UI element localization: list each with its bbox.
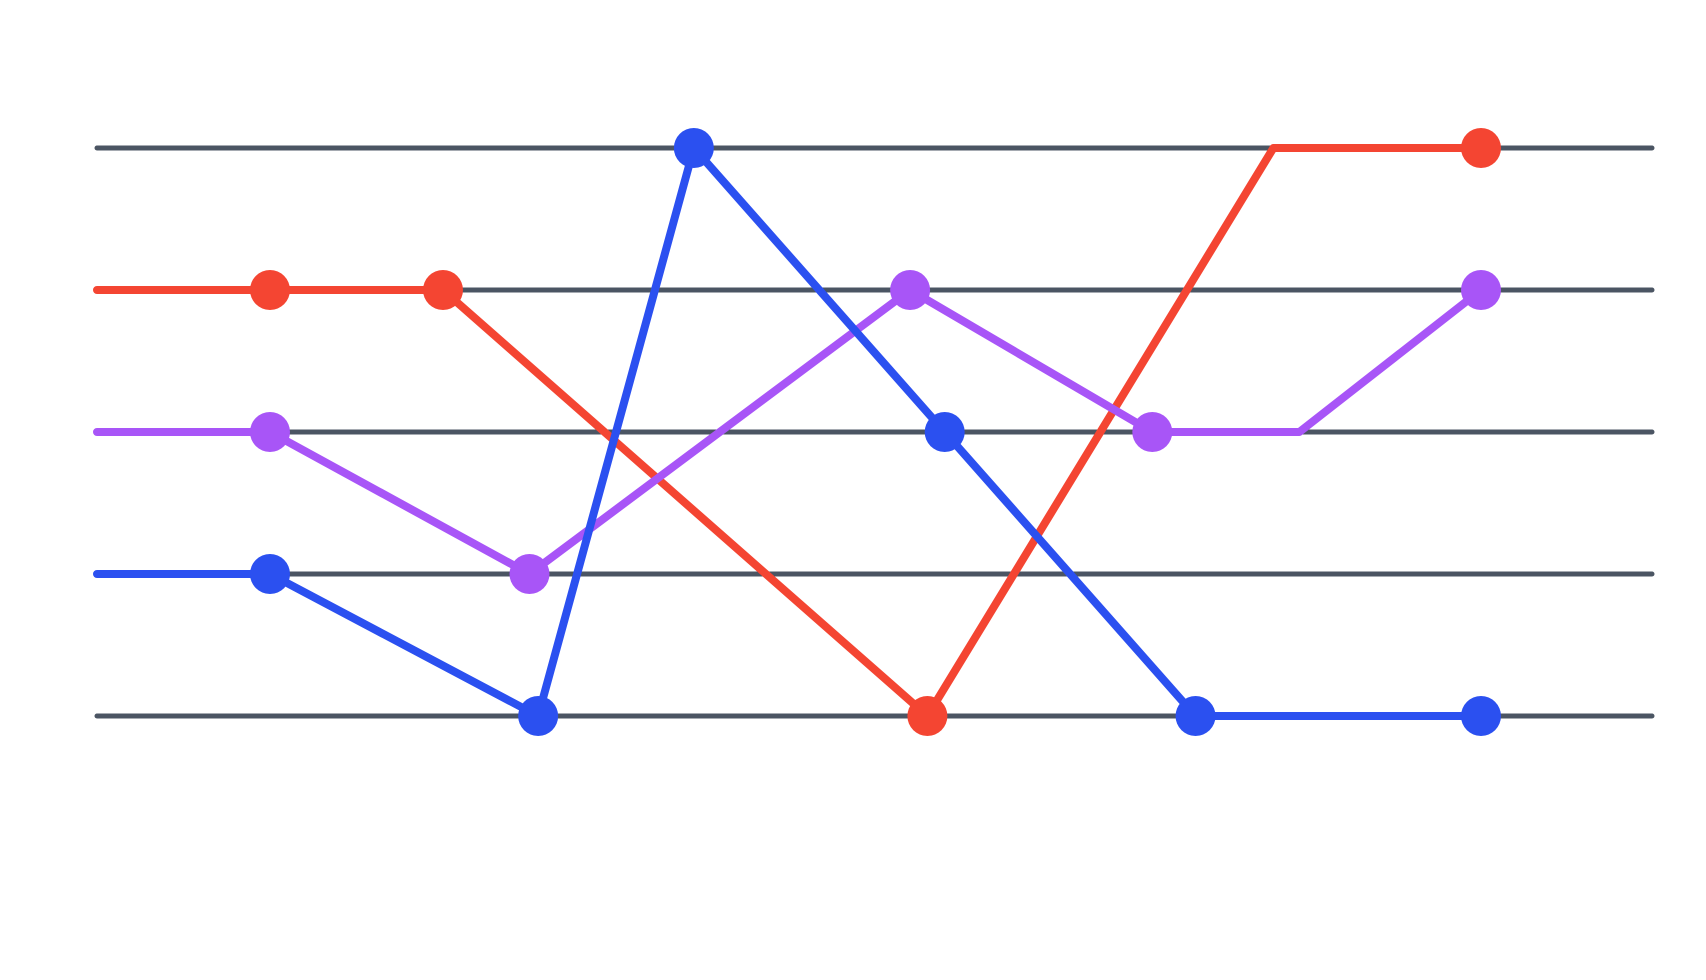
data-point-s0-p2 — [423, 270, 463, 310]
data-point-s2-p5 — [1175, 696, 1216, 736]
data-point-s2-p6 — [1461, 696, 1501, 736]
data-markers — [250, 128, 1501, 736]
data-point-s2-p2 — [518, 696, 559, 736]
data-point-s0-p3 — [907, 696, 948, 736]
data-point-s1-p3 — [890, 270, 931, 310]
data-point-s1-p4 — [1132, 412, 1173, 452]
data-point-s1-p6 — [1461, 270, 1501, 310]
data-point-s2-p3 — [673, 128, 714, 168]
series-line-0 — [93, 144, 1485, 720]
data-point-s0-p5 — [1461, 128, 1501, 168]
data-point-s2-p1 — [250, 554, 290, 594]
data-point-s1-p2 — [509, 554, 550, 594]
data-point-s0-p1 — [250, 270, 290, 310]
data-point-s2-p4 — [924, 412, 965, 452]
data-point-s1-p1 — [250, 412, 290, 452]
gridlines — [94, 145, 1655, 719]
